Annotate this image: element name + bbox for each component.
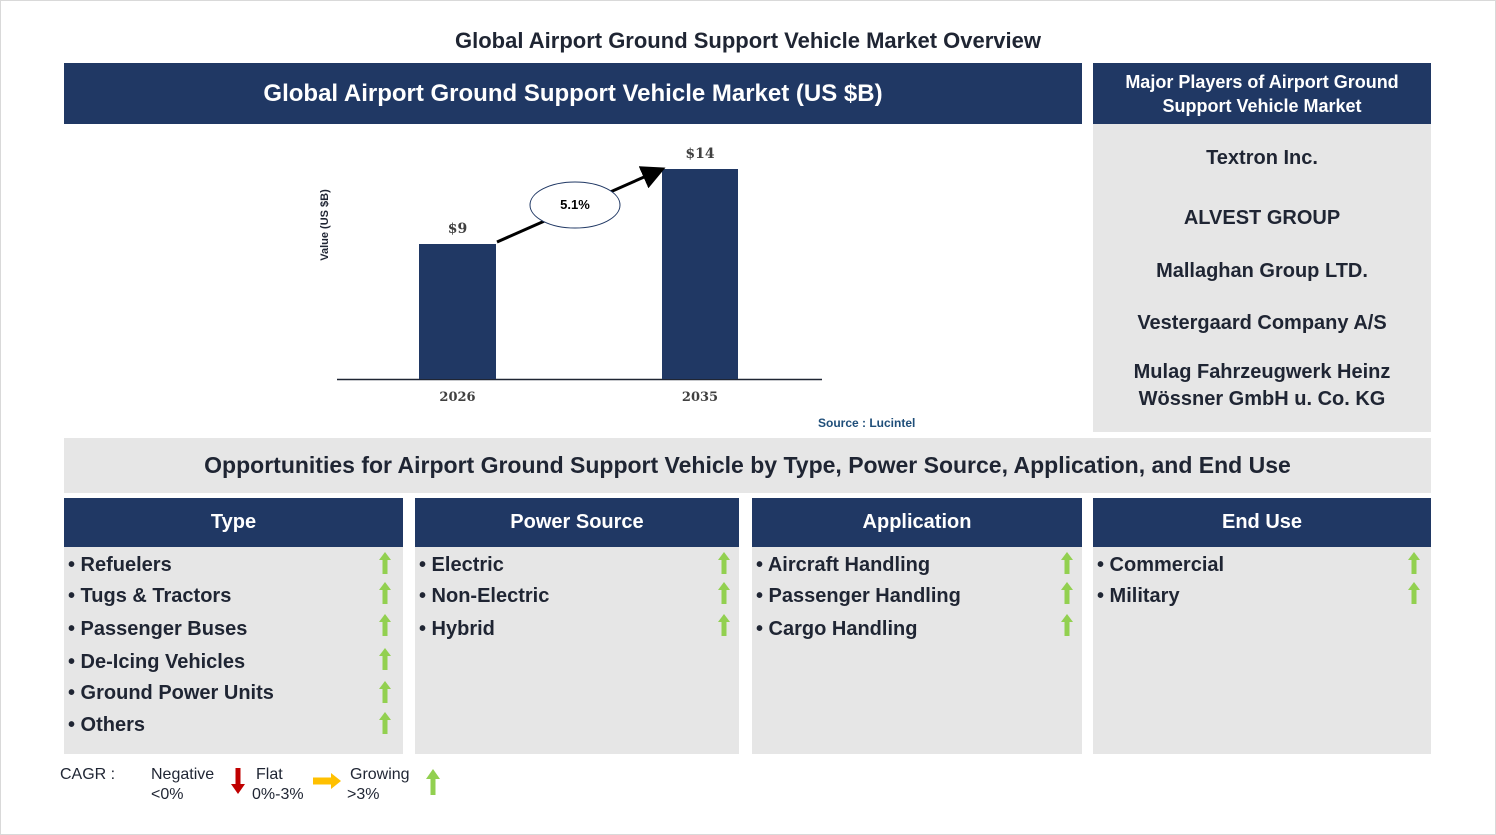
legend-flat-name: Flat [256,766,283,783]
growth-up-arrow-icon [379,582,391,604]
player-item: Mallaghan Group LTD. [1156,260,1368,282]
y-axis-label: Value (US $B) [319,189,331,261]
segment-header-type: Type [64,498,403,547]
cagr-label: 5.1% [560,197,590,212]
legend-label: CAGR : [60,766,116,783]
growth-up-arrow-icon [379,712,391,734]
growth-up-arrow-icon [379,552,391,574]
x-tick-2026: 2026 [439,390,476,405]
growth-up-arrow-icon [379,614,391,636]
growth-up-arrow-icon [379,681,391,703]
segment-header-application: Application [752,498,1082,547]
segment-body-power-source: • Electric • Non-Electric • Hybrid [415,547,739,754]
segment-item: • De-Icing Vehicles [68,651,246,673]
growth-up-arrow-icon [379,648,391,670]
legend-flat-range: 0%-3% [252,786,304,803]
growth-up-arrow-icon [1061,582,1073,604]
segment-item: • Hybrid [419,618,495,640]
legend-negative-name: Negative [151,766,215,783]
chart-svg [337,166,822,381]
segment-item: • Passenger Buses [68,618,248,640]
growth-up-arrow-icon [718,552,730,574]
segment-header-power-source: Power Source [415,498,739,547]
flat-right-arrow-icon [313,773,341,789]
bar-2035 [662,169,738,379]
segment-item: • Electric [419,554,504,576]
chart-header: Global Airport Ground Support Vehicle Ma… [64,63,1082,124]
bar-chart [300,130,860,410]
segment-body-end-use: • Commercial • Military [1093,547,1431,754]
growth-up-arrow-icon [1061,552,1073,574]
source-label: Source : Lucintel [818,416,916,430]
growth-up-arrow-icon [718,614,730,636]
growth-up-arrow-icon [1408,582,1420,604]
player-item: ALVEST GROUP [1183,207,1341,229]
cagr-ellipse [529,181,621,229]
negative-down-arrow-icon [231,768,245,794]
segment-item: • Aircraft Handling [756,554,931,576]
segment-body-application: • Aircraft Handling • Passenger Handling… [752,547,1082,754]
segment-item: • Cargo Handling [756,618,918,640]
segment-header-end-use: End Use [1093,498,1431,547]
legend-negative-range: <0% [151,786,184,803]
segment-item: • Commercial [1097,554,1225,576]
growth-up-arrow-icon [1408,552,1420,574]
segment-item: • Passenger Handling [756,585,961,607]
segment-item: • Military [1097,585,1180,607]
growth-up-arrow-icon [718,582,730,604]
segment-item: • Tugs & Tractors [68,585,232,607]
legend-growing-range: >3% [347,786,380,803]
bar-value-2026: $9 [447,221,468,237]
growing-up-arrow-icon [426,769,440,795]
segment-item: • Refuelers [68,554,172,576]
bar-2026 [419,244,496,379]
players-header: Major Players of Airport Ground Support … [1093,63,1431,124]
player-item: Vestergaard Company A/S [1137,312,1387,334]
segment-body-type: • Refuelers • Tugs & Tractors • Passenge… [64,547,403,754]
players-list: Textron Inc. ALVEST GROUP Mallaghan Grou… [1093,124,1431,432]
bar-value-2035: $14 [685,146,715,162]
page-title: Global Airport Ground Support Vehicle Ma… [455,28,1041,53]
growth-up-arrow-icon [1061,614,1073,636]
segment-item: • Ground Power Units [68,682,274,704]
player-item: Mulag Fahrzeugwerk Heinz Wössner GmbH u.… [1133,361,1391,410]
opportunities-banner: Opportunities for Airport Ground Support… [64,438,1431,493]
player-item: Textron Inc. [1206,147,1318,169]
x-tick-2035: 2035 [681,390,719,405]
segment-item: • Non-Electric [419,585,550,607]
segment-item: • Others [68,714,146,736]
legend-growing-name: Growing [350,766,410,783]
